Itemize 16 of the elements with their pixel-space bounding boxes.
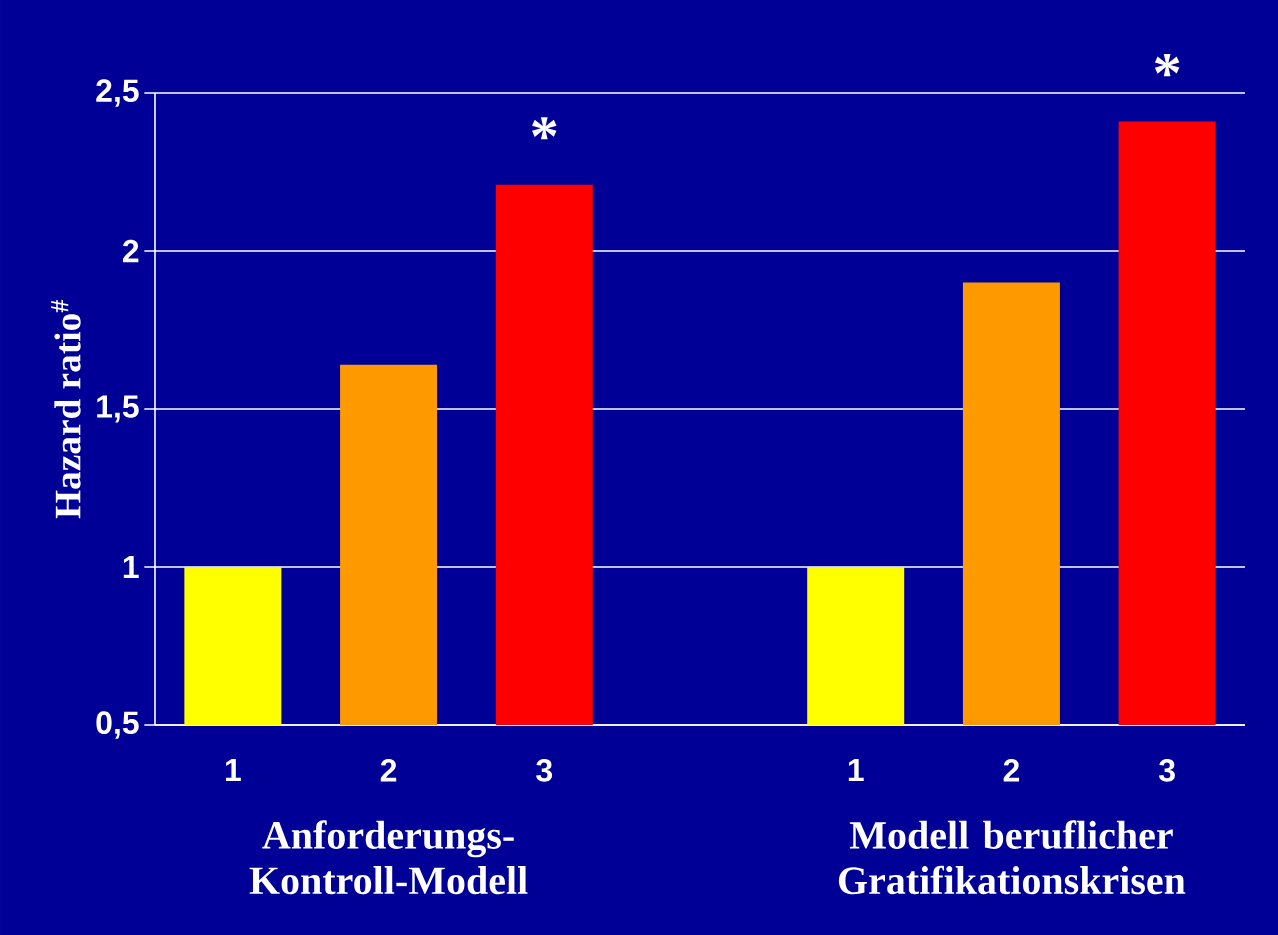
data-label: * <box>532 117 557 140</box>
y-tick-label: 0,5 <box>96 711 139 739</box>
x-tick-label: 2 <box>380 759 397 782</box>
y-tick-label: 1,5 <box>97 395 139 423</box>
text: Modell beruflicher Gratifikationskrisen <box>838 820 1186 895</box>
y-tick-label: 2,5 <box>96 79 139 107</box>
y-axis-title: Hazard ratio$^{#}$ <box>51 299 81 519</box>
text: Anforderungs-Kontroll-Modell <box>249 820 528 895</box>
x-tick-label: 3 <box>536 759 553 782</box>
data-label: * <box>1154 54 1180 77</box>
x-tick-label: 2 <box>1003 759 1020 782</box>
x-tick-label: 3 <box>1158 759 1175 782</box>
y-tick-label: 2 <box>122 239 139 263</box>
x-tick-label: 1 <box>225 759 241 782</box>
y-tick-label: 1 <box>123 555 139 578</box>
x-tick-label: 1 <box>848 759 864 782</box>
